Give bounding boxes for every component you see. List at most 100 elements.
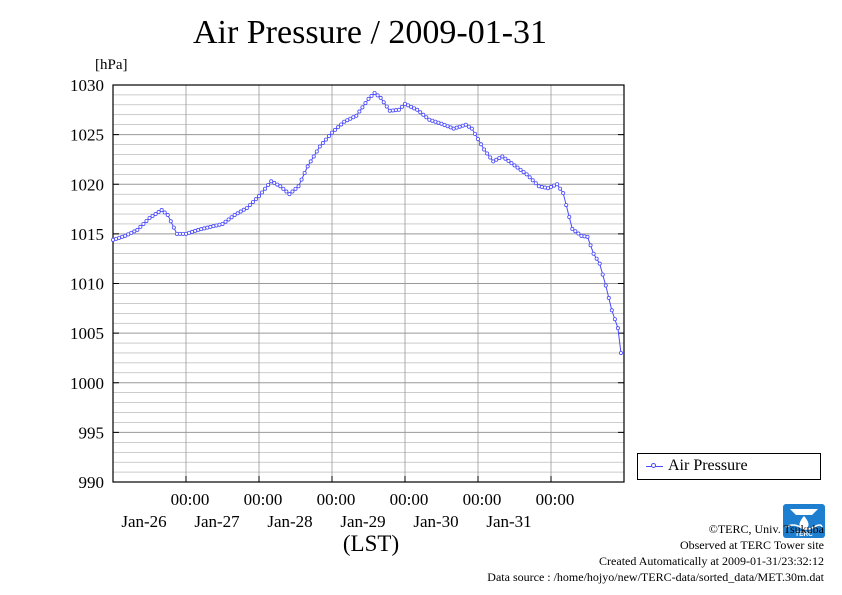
- data-point: [329, 130, 334, 135]
- data-point: [424, 115, 429, 120]
- data-point: [132, 229, 137, 234]
- data-point: [615, 326, 620, 331]
- data-point: [491, 159, 496, 164]
- y-tick-label: 1005: [70, 324, 104, 343]
- data-point: [253, 197, 258, 202]
- y-tick-label: 1030: [70, 76, 104, 95]
- data-point: [494, 157, 499, 162]
- x-tick-time-label: 00:00: [171, 490, 210, 509]
- data-point: [479, 142, 484, 147]
- data-point: [463, 122, 468, 127]
- data-point: [314, 149, 319, 154]
- data-point: [147, 215, 152, 220]
- data-point: [278, 184, 283, 189]
- data-point: [220, 221, 225, 226]
- data-point: [348, 116, 353, 121]
- data-point: [241, 207, 246, 212]
- x-tick-time-label: 00:00: [317, 490, 356, 509]
- y-tick-label: 1000: [70, 374, 104, 393]
- data-point: [153, 212, 158, 217]
- data-point: [320, 141, 325, 146]
- grid: [113, 85, 624, 482]
- data-point: [299, 177, 304, 182]
- data-point: [509, 161, 514, 166]
- data-point: [226, 217, 231, 222]
- data-point: [144, 218, 149, 223]
- data-point: [475, 137, 480, 142]
- data-point: [527, 175, 532, 180]
- data-point: [357, 109, 362, 114]
- data-point: [354, 113, 359, 118]
- chart-title: Air Pressure / 2009-01-31: [192, 14, 548, 51]
- data-point: [266, 182, 271, 187]
- created-text: Created Automatically at 2009-01-31/23:3…: [599, 554, 824, 568]
- data-point: [129, 230, 134, 235]
- y-axis-unit: [hPa]: [95, 57, 128, 73]
- data-point: [232, 213, 237, 218]
- data-point: [576, 231, 581, 236]
- data-point: [469, 126, 474, 131]
- legend-label: Air Pressure: [668, 457, 748, 474]
- data-point: [247, 203, 252, 208]
- data-point: [284, 189, 289, 194]
- y-tick-label: 1020: [70, 175, 104, 194]
- data-point: [591, 251, 596, 256]
- data-point: [281, 186, 286, 191]
- data-point: [418, 110, 423, 115]
- data-point: [503, 156, 508, 161]
- data-point: [326, 134, 331, 139]
- data-point: [378, 95, 383, 100]
- data-point: [293, 186, 298, 191]
- data-point: [323, 137, 328, 142]
- data-point: [412, 106, 417, 111]
- tick-labels: 990 995 1000 1005 1010 1015 1020 1025 1030 [hPa] 0…: [70, 57, 574, 531]
- data-point: [235, 211, 240, 216]
- y-tick-label: 1025: [70, 126, 104, 145]
- data-point: [524, 172, 529, 177]
- data-point: [409, 104, 414, 109]
- data-point: [515, 165, 520, 170]
- data-point: [339, 122, 344, 127]
- axes: [112, 84, 625, 483]
- data-point: [609, 308, 614, 313]
- data-point: [518, 167, 523, 172]
- data-point: [603, 283, 608, 288]
- data-point: [381, 100, 386, 105]
- series-line: [112, 92, 622, 354]
- data-point: [567, 214, 572, 219]
- data-point: [351, 115, 356, 120]
- x-tick-date-label: Jan-30: [413, 512, 458, 531]
- x-tick-date-label: Jan-28: [267, 512, 312, 531]
- data-point: [126, 232, 131, 237]
- x-tick-time-label: 00:00: [244, 490, 283, 509]
- data-point: [558, 186, 563, 191]
- data-point: [402, 101, 407, 106]
- data-point: [415, 107, 420, 112]
- copyright-text: ©TERC, Univ. Tsukuba: [708, 522, 824, 536]
- data-point: [472, 131, 477, 136]
- y-tick-label: 990: [79, 473, 105, 492]
- data-point: [564, 203, 569, 208]
- data-point: [263, 186, 268, 191]
- data-point: [375, 93, 380, 98]
- data-point: [256, 194, 261, 199]
- data-point: [488, 155, 493, 160]
- data-point: [421, 112, 426, 117]
- y-tick-label: 995: [79, 423, 105, 442]
- y-tick-label: 1015: [70, 225, 104, 244]
- legend: Air Pressure: [637, 453, 821, 480]
- data-point: [138, 224, 143, 229]
- data-point: [336, 125, 341, 130]
- data-point: [308, 159, 313, 164]
- data-point: [305, 164, 310, 169]
- data-point: [244, 206, 249, 211]
- data-point: [135, 227, 140, 232]
- data-point: [399, 104, 404, 109]
- data-point: [618, 350, 623, 355]
- svg-text:TERC: TERC: [795, 531, 813, 538]
- observed-text: Observed at TERC Tower site: [679, 538, 824, 552]
- data-point: [588, 243, 593, 248]
- data-point: [372, 90, 377, 95]
- data-point: [360, 105, 365, 110]
- data-point: [168, 219, 173, 224]
